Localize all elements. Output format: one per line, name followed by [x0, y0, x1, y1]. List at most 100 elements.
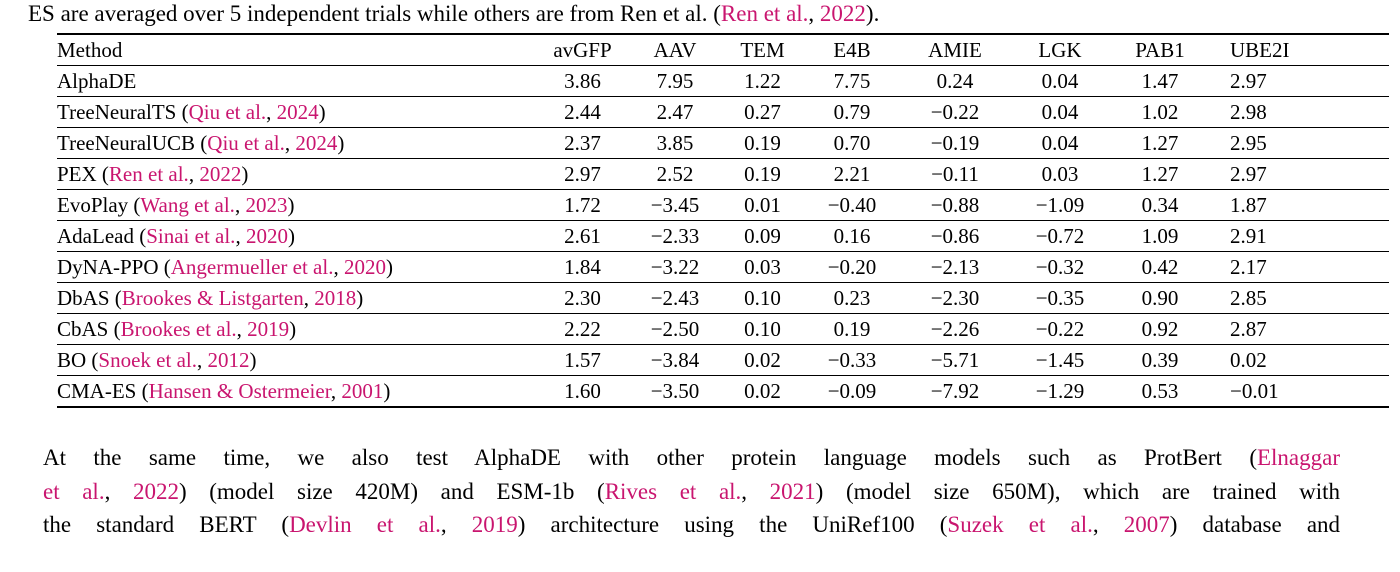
text-segment: ) — [241, 161, 249, 186]
value-cell: 2.52 — [656, 161, 694, 186]
results-table: Method avGFP AAV TEM E4B AMIE LGK PAB1 UBE2I Alp… — [57, 33, 1389, 408]
citation-link[interactable]: Sinai et al. — [146, 223, 236, 248]
value-cell: 0.34 — [1141, 192, 1179, 217]
value-cell: −0.22 — [1035, 316, 1085, 341]
method-cell: EvoPlay (Wang et al., 2023) — [57, 190, 536, 221]
text-segment: ) — [337, 130, 345, 155]
text-segment: ). — [865, 1, 880, 26]
value-cell: 2.44 — [564, 99, 601, 124]
citation-link[interactable]: Ren et al. — [108, 161, 189, 186]
text-segment: , — [188, 161, 200, 186]
value-cell: 0.03 — [744, 254, 781, 279]
value-cell: 2.91 — [1230, 223, 1267, 248]
text-segment: , — [196, 347, 208, 372]
citation-link[interactable]: Wang et al. — [140, 192, 235, 217]
table-caption: ES are averaged over 5 independent trial… — [28, 1, 879, 27]
text-segment: AdaLead ( — [57, 223, 147, 248]
value-cell: 2.47 — [656, 99, 694, 124]
column-header: Method — [57, 37, 123, 62]
citation-link[interactable]: Elnaggar — [1256, 445, 1340, 470]
citation-link[interactable]: Brookes & Listgarten — [121, 285, 304, 310]
table-row: DbAS (Brookes & Listgarten, 2018) 2.30 −2.… — [57, 283, 1389, 314]
paragraph-line: the standard BERT (Devlin et al., 2019) … — [43, 508, 1340, 542]
value-cell: −3.84 — [650, 347, 700, 372]
value-cell: −0.11 — [931, 161, 979, 186]
value-cell: 0.19 — [744, 161, 781, 186]
text-segment: , — [236, 316, 248, 341]
value-cell: 2.17 — [1230, 254, 1267, 279]
citation-link[interactable]: 2001 — [341, 378, 384, 403]
value-cell: 0.53 — [1141, 378, 1179, 403]
text-segment: , — [741, 478, 770, 504]
value-cell: 0.90 — [1141, 285, 1179, 310]
citation-link[interactable]: Hansen & Ostermeier — [148, 378, 331, 403]
text-segment: , — [440, 512, 472, 537]
value-cell: 0.04 — [1041, 99, 1079, 124]
citation-link[interactable]: Suzek et al. — [947, 512, 1093, 537]
method-cell: DbAS (Brookes & Listgarten, 2018) — [57, 283, 536, 314]
column-header: avGFP — [553, 37, 612, 62]
text-segment: At the same time, we also test AlphaDE w… — [43, 445, 1257, 470]
citation-link[interactable]: Angermueller et al. — [170, 254, 334, 279]
citation-link[interactable]: Ren et al. — [720, 1, 809, 26]
citation-link[interactable]: Brookes et al. — [120, 316, 237, 341]
citation-link[interactable]: 2012 — [207, 347, 250, 372]
citation-link[interactable]: 2021 — [769, 478, 816, 504]
citation-link[interactable]: 2020 — [343, 254, 386, 279]
value-cell: −0.35 — [1035, 285, 1085, 310]
text-segment: TreeNeuralUCB ( — [57, 130, 208, 155]
value-cell: −0.01 — [1230, 378, 1279, 403]
value-cell: 1.60 — [564, 378, 601, 403]
citation-link[interactable]: 2022 — [199, 161, 242, 186]
citation-link[interactable]: 2020 — [245, 223, 288, 248]
text-segment: , — [266, 99, 277, 124]
citation-link[interactable]: 2019 — [247, 316, 290, 341]
text-segment: , — [333, 254, 344, 279]
table-row: AdaLead (Sinai et al., 2020) 2.61 −2.33 0.0… — [57, 221, 1389, 252]
method-cell: BO (Snoek et al., 2012) — [57, 345, 536, 376]
value-cell: 0.01 — [744, 192, 781, 217]
citation-link[interactable]: 2007 — [1123, 512, 1170, 537]
text-segment: ) — [383, 378, 391, 403]
text-segment: TreeNeuralTS ( — [57, 99, 189, 124]
citation-link[interactable]: Qiu et al. — [188, 99, 267, 124]
text-segment: ) — [249, 347, 257, 372]
value-cell: −0.32 — [1035, 254, 1085, 279]
value-cell: 7.75 — [833, 68, 871, 93]
citation-link[interactable]: Rives et al. — [604, 478, 742, 504]
method-cell: TreeNeuralTS (Qiu et al., 2024) — [57, 97, 536, 128]
value-cell: 0.04 — [1041, 130, 1079, 155]
citation-link[interactable]: Devlin et al. — [289, 512, 441, 537]
citation-link[interactable]: 2024 — [295, 130, 338, 155]
table-row: TreeNeuralUCB (Qiu et al., 2024) 2.37 3.85… — [57, 128, 1389, 159]
value-cell: −0.33 — [827, 347, 877, 372]
method-cell: DyNA-PPO (Angermueller et al., 2020) — [57, 252, 536, 283]
citation-link[interactable]: et al. — [43, 478, 105, 504]
value-cell: 3.86 — [564, 68, 601, 93]
value-cell: 7.95 — [656, 68, 694, 93]
citation-link[interactable]: Snoek et al. — [98, 347, 197, 372]
table-row: CMA-ES (Hansen & Ostermeier, 2001) 1.60 −3… — [57, 376, 1389, 407]
citation-link[interactable]: 2022 — [819, 1, 866, 26]
text-segment: ) — [356, 285, 364, 310]
text-segment: ) database and — [1169, 512, 1341, 537]
value-cell: −0.72 — [1035, 223, 1085, 248]
citation-link[interactable]: 2018 — [314, 285, 357, 310]
citation-link[interactable]: 2024 — [276, 99, 319, 124]
value-cell: 2.85 — [1230, 285, 1267, 310]
table-body: AlphaDE 3.86 7.95 1.22 7.75 0.24 0.04 1.47 2.97 T… — [57, 66, 1389, 407]
value-cell: −2.30 — [930, 285, 980, 310]
table-row: BO (Snoek et al., 2012) 1.57 −3.84 0.02 −0.3… — [57, 345, 1389, 376]
method-cell: PEX (Ren et al., 2022) — [57, 159, 536, 190]
citation-link[interactable]: 2022 — [132, 478, 179, 504]
citation-link[interactable]: 2023 — [245, 192, 288, 217]
text-segment: DbAS ( — [57, 285, 122, 310]
value-cell: 2.95 — [1230, 130, 1267, 155]
citation-link[interactable]: 2019 — [471, 512, 518, 537]
value-cell: 0.02 — [1230, 347, 1267, 372]
value-cell: 2.97 — [564, 161, 601, 186]
citation-link[interactable]: Qiu et al. — [207, 130, 285, 155]
value-cell: −0.88 — [930, 192, 980, 217]
value-cell: 0.02 — [744, 378, 781, 403]
value-cell: 0.27 — [744, 99, 781, 124]
